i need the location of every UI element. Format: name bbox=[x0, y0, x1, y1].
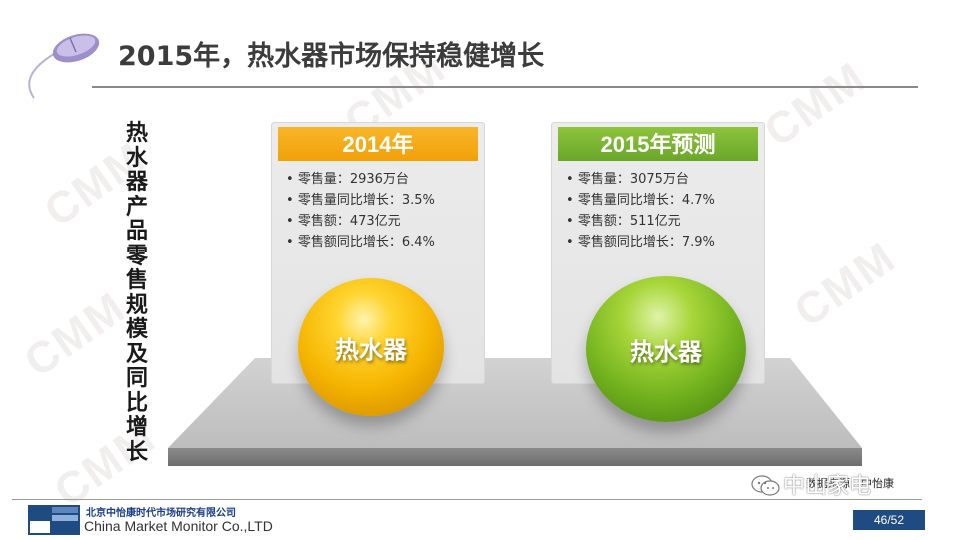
sphere-2015: 热水器 bbox=[586, 276, 746, 422]
vertical-chart-label: 热水器产品零售规模及同比增长 bbox=[125, 121, 148, 465]
panel-2015-bullets: 零售量：3075万台 零售量同比增长：4.7% 零售额：511亿元 零售额同比增… bbox=[566, 169, 764, 253]
page-title: 2015年，热水器市场保持稳健增长 bbox=[118, 41, 545, 72]
panel-2015-header: 2015年预测 bbox=[558, 127, 758, 161]
bullet-item: 零售额：511亿元 bbox=[566, 211, 764, 232]
bullet-item: 零售量：2936万台 bbox=[286, 169, 484, 190]
cmm-logo-icon bbox=[28, 505, 80, 535]
bullet-item: 零售量同比增长：3.5% bbox=[286, 190, 484, 211]
panel-2014-header: 2014年 bbox=[278, 127, 478, 161]
wechat-icon bbox=[751, 475, 780, 496]
bullet-item: 零售量：3075万台 bbox=[566, 169, 764, 190]
bullet-item: 零售额同比增长：6.4% bbox=[286, 232, 484, 253]
panel-2014-bullets: 零售量：2936万台 零售量同比增长：3.5% 零售额：473亿元 零售额同比增… bbox=[286, 169, 484, 253]
wechat-watermark: 中山家电 bbox=[783, 474, 872, 499]
page-number: 46/52 bbox=[853, 510, 925, 530]
company-name-cn: 北京中怡康时代市场研究有限公司 bbox=[86, 508, 236, 519]
sphere-label: 热水器 bbox=[335, 335, 407, 364]
data-source: 数据来源：中怡康 bbox=[806, 477, 894, 490]
bullet-item: 零售额：473亿元 bbox=[286, 211, 484, 232]
title-divider bbox=[92, 86, 918, 88]
bullet-item: 零售额同比增长：7.9% bbox=[566, 232, 764, 253]
mouse-icon bbox=[28, 33, 100, 99]
bullet-item: 零售量同比增长：4.7% bbox=[566, 190, 764, 211]
sphere-label: 热水器 bbox=[630, 337, 702, 366]
footer-divider bbox=[12, 499, 922, 500]
sphere-2014: 热水器 bbox=[298, 278, 444, 416]
company-name-en: China Market Monitor Co.,LTD bbox=[84, 518, 273, 534]
